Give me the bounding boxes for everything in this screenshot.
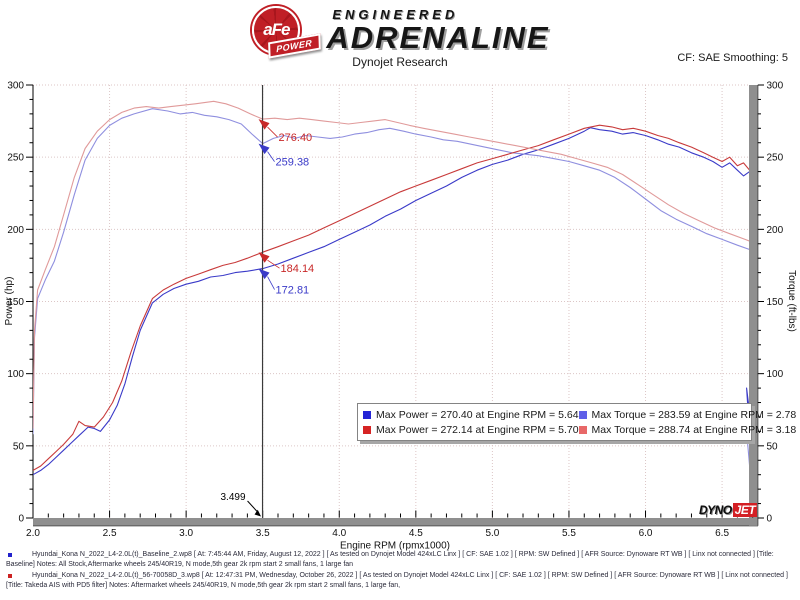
svg-text:200: 200: [767, 225, 784, 236]
legend-marker: [363, 410, 371, 419]
svg-text:4.5: 4.5: [409, 528, 423, 539]
legend-label: Max Power = 270.40 at Engine RPM = 5.64: [376, 408, 579, 421]
svg-text:6.5: 6.5: [715, 528, 729, 539]
svg-text:4.0: 4.0: [332, 528, 346, 539]
svg-text:300: 300: [7, 81, 24, 92]
svg-text:200: 200: [7, 225, 24, 236]
legend-marker: [578, 410, 587, 419]
svg-text:5.5: 5.5: [562, 528, 576, 539]
legend-label: Max Torque = 283.59 at Engine RPM = 2.78: [591, 408, 797, 421]
svg-text:6.0: 6.0: [639, 528, 653, 539]
legend-item: Max Power = 272.14 at Engine RPM = 5.70: [363, 422, 579, 437]
svg-text:3.0: 3.0: [179, 528, 193, 539]
run-footnotes: Hyundai_Kona N_2022_L4-2.0L(t)_Baseline_…: [0, 549, 800, 591]
brand-tagline: ENGINEERED ADRENALINE: [326, 4, 549, 53]
dynojet-logo: DYNO JET: [699, 503, 758, 517]
series-baseline-torque: [33, 108, 755, 511]
left-axis: 0 50 100 150 200 250 300 Power (hp): [4, 81, 34, 525]
svg-text:2.0: 2.0: [26, 528, 40, 539]
svg-text:0: 0: [767, 514, 773, 525]
legend-item: Max Torque = 288.74 at Engine RPM = 3.18: [578, 422, 797, 437]
cursor-rpm-label: 3.499: [221, 492, 262, 517]
tagline-adrenaline: ADRENALINE: [326, 20, 550, 55]
curves: [33, 100, 756, 511]
afe-power-logo: aFe POWER: [250, 4, 321, 59]
legend-marker: [578, 425, 587, 434]
svg-text:150: 150: [7, 297, 24, 308]
series-takeda-power: [33, 124, 755, 471]
axis-bands: [33, 85, 759, 527]
series-baseline-power: [33, 127, 755, 507]
footnote-baseline-run: Hyundai_Kona N_2022_L4-2.0L(t)_Baseline_…: [0, 549, 800, 570]
legend-item: Max Power = 270.40 at Engine RPM = 5.64: [363, 407, 579, 422]
right-axis-title: Torque (ft-lbs): [786, 270, 797, 332]
chart-title: Dynojet Research: [352, 55, 448, 69]
dynojet-logo-jet: JET: [732, 503, 758, 517]
svg-text:250: 250: [767, 153, 784, 164]
legend-label: Max Power = 272.14 at Engine RPM = 5.70: [376, 423, 579, 436]
callout-184.14: 184.14: [281, 263, 315, 275]
bottom-axis: 2.0 2.5 3.0 3.5 4.0 4.5 5.0 5.5 6.0 6.5 Engine RPM…: [26, 510, 754, 552]
callout-172.81: 172.81: [276, 285, 310, 297]
svg-text:3.5: 3.5: [256, 528, 270, 539]
svg-text:150: 150: [767, 297, 784, 308]
callout-276.40: 276.40: [279, 132, 313, 144]
series-takeda-torque: [33, 100, 756, 438]
svg-text:50: 50: [767, 441, 779, 452]
footnote-text: Hyundai_Kona N_2022_L4-2.0L(t)_56-70058D…: [6, 572, 788, 589]
svg-text:5.0: 5.0: [485, 528, 499, 539]
callout-259.38: 259.38: [276, 157, 310, 169]
dynojet-logo-dyno: DYNO: [699, 503, 732, 517]
cursor-rpm-value: 3.499: [221, 492, 246, 503]
right-axis: 0 50 100 150 200 250 300 Torque (ft-lbs): [757, 81, 797, 525]
svg-text:250: 250: [7, 153, 24, 164]
cursor-callouts: 276.40 259.38 184.14 172.81: [258, 119, 315, 297]
svg-text:100: 100: [767, 369, 784, 380]
svg-text:300: 300: [767, 81, 784, 92]
x-axis-title: Engine RPM (rpmx1000): [340, 541, 450, 552]
gridlines: [33, 84, 749, 518]
svg-text:2.5: 2.5: [103, 528, 117, 539]
brand-header: aFe POWER ENGINEERED ADRENALINE: [0, 4, 800, 59]
legend-label: Max Torque = 288.74 at Engine RPM = 3.18: [591, 423, 797, 436]
svg-text:100: 100: [7, 369, 24, 380]
svg-text:50: 50: [13, 441, 25, 452]
legend-marker: [363, 425, 371, 434]
correction-factor-label: CF: SAE Smoothing: 5: [677, 52, 788, 64]
legend-item: Max Torque = 283.59 at Engine RPM = 2.78: [578, 407, 797, 422]
tagline-engineered: ENGINEERED: [332, 7, 459, 22]
legend-box: Max Power = 270.40 at Engine RPM = 5.64 …: [357, 403, 796, 441]
footnote-bullet: [8, 553, 12, 557]
footnote-text: Hyundai_Kona N_2022_L4-2.0L(t)_Baseline_…: [6, 551, 774, 568]
svg-text:0: 0: [18, 514, 24, 525]
footnote-bullet: [8, 574, 12, 578]
footnote-takeda-run: Hyundai_Kona N_2022_L4-2.0L(t)_56-70058D…: [0, 570, 800, 591]
left-axis-title: Power (hp): [4, 277, 15, 326]
